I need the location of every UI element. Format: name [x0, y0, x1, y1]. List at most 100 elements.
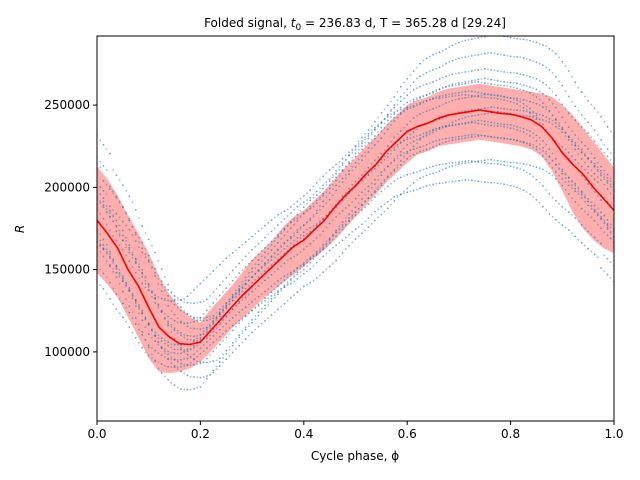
scatter-point	[403, 103, 405, 106]
scatter-point	[412, 106, 415, 108]
scatter-point	[422, 168, 425, 171]
scatter-point	[571, 197, 573, 200]
scatter-point	[302, 231, 305, 234]
scatter-point	[506, 81, 509, 84]
scatter-point	[134, 258, 137, 261]
scatter-point	[325, 268, 328, 271]
scatter-point	[377, 175, 380, 177]
scatter-point	[399, 106, 402, 109]
scatter-point	[351, 215, 354, 218]
scatter-point	[574, 217, 577, 219]
scatter-point	[302, 224, 305, 227]
scatter-point	[361, 142, 363, 145]
scatter-point	[131, 293, 134, 296]
scatter-point	[567, 139, 570, 141]
scatter-point	[364, 177, 367, 179]
scatter-point	[380, 161, 383, 164]
scatter-point	[180, 306, 182, 308]
scatter-point	[357, 177, 360, 180]
scatter-point	[173, 365, 176, 367]
scatter-point	[280, 238, 283, 241]
scatter-point	[344, 173, 347, 176]
scatter-point	[503, 164, 506, 166]
scatter-point	[199, 360, 202, 363]
scatter-point	[312, 258, 315, 260]
scatter-point	[302, 264, 305, 267]
scatter-point	[238, 344, 241, 347]
scatter-point	[493, 69, 496, 72]
scatter-series-8	[97, 36, 614, 322]
scatter-point	[328, 241, 331, 244]
scatter-point	[571, 232, 573, 235]
scatter-point	[422, 84, 425, 87]
scatter-point	[584, 179, 586, 181]
scatter-point	[189, 388, 192, 391]
scatter-point	[235, 249, 237, 252]
scatter-point	[470, 179, 473, 182]
scatter-point	[322, 187, 325, 190]
scatter-point	[525, 38, 528, 41]
scatter-point	[474, 54, 476, 57]
scatter-point	[480, 92, 483, 94]
scatter-point	[361, 232, 363, 235]
scatter-point	[458, 163, 460, 165]
scatter-point	[209, 315, 211, 318]
scatter-point	[341, 251, 344, 254]
scatter-point	[218, 294, 221, 297]
scatter-point	[270, 255, 273, 258]
scatter-point	[454, 82, 457, 85]
scatter-point	[163, 285, 166, 288]
scatter-series-13	[97, 106, 614, 319]
scatter-point	[183, 334, 186, 336]
scatter-point	[428, 93, 431, 95]
scatter-point	[500, 94, 502, 97]
scatter-point	[344, 223, 347, 226]
scatter-point	[503, 123, 506, 126]
scatter-point	[99, 250, 102, 253]
scatter-point	[386, 200, 389, 203]
scatter-point	[419, 113, 422, 116]
scatter-point	[383, 118, 386, 121]
scatter-point	[512, 185, 515, 188]
scatter-point	[428, 166, 431, 169]
scatter-point	[593, 191, 596, 193]
scatter-point	[202, 375, 205, 378]
scatter-point	[535, 140, 538, 142]
scatter-point	[309, 242, 312, 245]
scatter-point	[244, 315, 247, 318]
scatter-point	[131, 253, 134, 256]
scatter-point	[554, 122, 557, 125]
scatter-point	[377, 130, 380, 133]
scatter-point	[522, 114, 525, 117]
scatter-point	[390, 162, 392, 165]
scatter-point	[128, 260, 131, 263]
scatter-point	[296, 267, 299, 270]
scatter-point	[490, 181, 493, 184]
scatter-point	[580, 165, 583, 168]
scatter-point	[480, 119, 483, 122]
scatter-point	[574, 184, 577, 187]
scatter-point	[238, 322, 241, 325]
scatter-point	[525, 74, 528, 77]
scatter-point	[551, 159, 554, 162]
scatter-point	[296, 231, 299, 234]
scatter-point	[448, 84, 451, 87]
scatter-point	[312, 254, 315, 256]
scatter-point	[364, 229, 367, 232]
scatter-point	[306, 221, 308, 224]
scatter-point	[254, 298, 257, 301]
scatter-point	[131, 266, 134, 269]
scatter-point	[519, 140, 522, 143]
scatter-point	[222, 325, 224, 328]
scatter-point	[296, 229, 299, 231]
scatter-point	[102, 206, 105, 209]
scatter-point	[451, 162, 454, 164]
scatter-point	[406, 157, 409, 160]
scatter-point	[180, 334, 182, 337]
scatter-point	[535, 145, 538, 148]
scatter-point	[296, 291, 299, 294]
scatter-point	[425, 174, 428, 177]
scatter-point	[445, 96, 447, 99]
scatter-point	[128, 251, 131, 254]
scatter-point	[251, 301, 254, 303]
